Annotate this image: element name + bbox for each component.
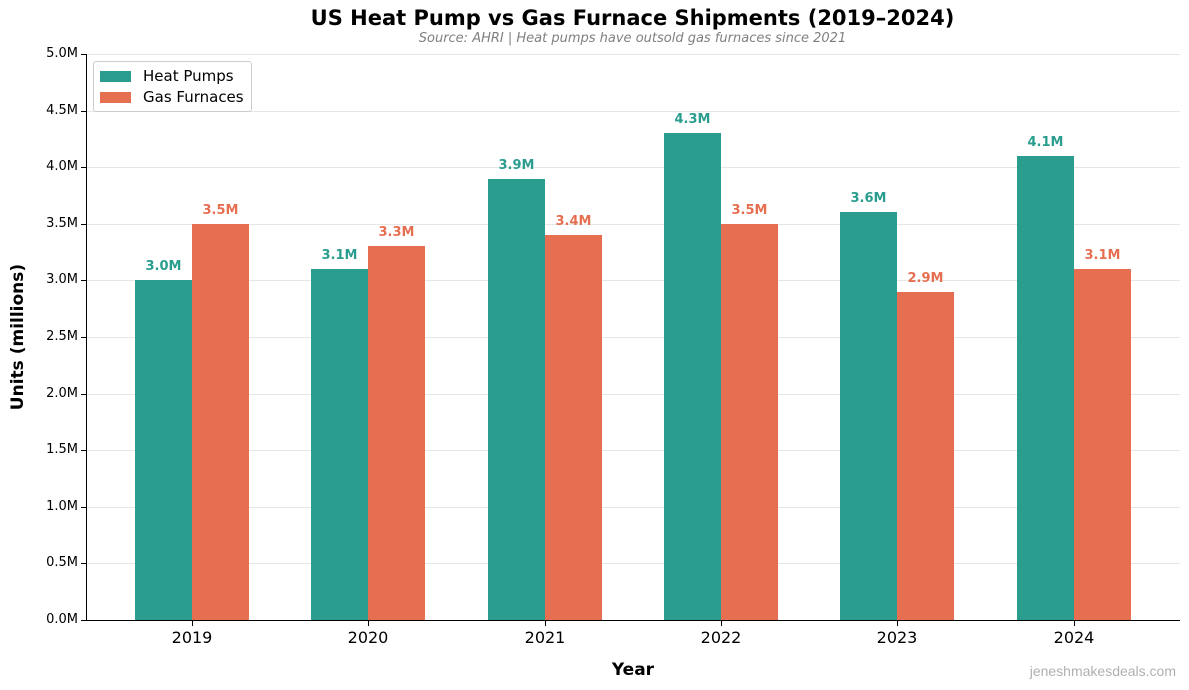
x-tick-label: 2023 [876, 628, 918, 647]
bar-value-label: 3.9M [498, 157, 535, 173]
y-tick-label: 1.5M [46, 442, 78, 458]
gridline [86, 167, 1180, 169]
heat-pumps-bar-2023 [840, 212, 897, 620]
bar-value-label: 2.9M [907, 270, 944, 286]
x-tick-label: 2019 [171, 628, 213, 647]
heat-pumps-swatch [100, 70, 131, 82]
bar-value-label: 3.4M [555, 214, 592, 230]
bar-value-label: 3.1M [1084, 248, 1121, 264]
legend-item-gas-furnaces: Gas Furnaces [100, 87, 244, 107]
y-tick-label: 2.5M [46, 329, 78, 344]
x-tick-label: 2022 [700, 628, 742, 647]
chart-title: US Heat Pump vs Gas Furnace Shipments (2… [310, 6, 955, 30]
chart-subtitle: Source: AHRI | Heat pumps have outsold g… [418, 31, 847, 46]
y-tick-mark [81, 110, 86, 112]
plot-area: 3.0M 3.5M 3.1M 3.3M 3.9M 3.4M 4.3M 3.5M 3.6M 2.9M… [86, 54, 1180, 620]
gas-furnaces-bar-2024 [1074, 269, 1131, 620]
y-tick-label: 3.5M [46, 215, 78, 231]
gas-furnaces-bar-2022 [721, 223, 778, 620]
x-tick-label: 2020 [347, 628, 389, 647]
x-tick-label: 2021 [524, 628, 566, 647]
gridline [86, 110, 1180, 112]
y-axis-line [86, 54, 87, 621]
legend-item-heat-pumps: Heat Pumps [100, 66, 234, 86]
x-tick-label: 2024 [1053, 628, 1095, 647]
y-tick-mark [81, 337, 86, 338]
legend-label: Heat Pumps [143, 67, 234, 85]
heat-pumps-bar-2024 [1017, 155, 1074, 620]
gas-furnaces-bar-2019 [192, 223, 249, 620]
legend: Heat Pumps Gas Furnaces [93, 61, 252, 112]
gridline [86, 54, 1180, 55]
gas-furnaces-bar-2020 [368, 246, 425, 620]
y-tick-mark [81, 54, 86, 55]
y-tick-label: 1.0M [46, 498, 78, 514]
bar-value-label: 3.0M [145, 259, 182, 275]
heat-pumps-bar-2021 [488, 178, 545, 620]
y-tick-label: 0.0M [46, 612, 78, 627]
y-tick-label: 4.0M [46, 159, 78, 175]
heat-pumps-bar-2022 [664, 133, 721, 620]
gas-furnaces-bar-2023 [897, 291, 954, 620]
x-tick-mark [721, 621, 722, 626]
bar-value-label: 4.3M [674, 112, 711, 128]
y-tick-label: 3.0M [46, 272, 78, 288]
watermark: jeneshmakesdeals.com [1029, 663, 1176, 679]
y-tick-mark [81, 563, 86, 565]
gas-furnaces-bar-2021 [545, 235, 602, 620]
y-tick-mark [81, 506, 86, 508]
y-tick-mark [81, 450, 86, 452]
y-tick-mark [81, 223, 86, 225]
y-tick-label: 5.0M [46, 46, 78, 61]
y-tick-mark [81, 167, 86, 169]
bar-value-label: 3.5M [731, 202, 768, 218]
bar-value-label: 3.3M [378, 225, 415, 241]
x-axis-title: Year [611, 660, 655, 680]
bar-value-label: 4.1M [1027, 134, 1064, 150]
y-tick-label: 4.5M [46, 102, 78, 118]
y-tick-mark [81, 280, 86, 282]
gas-furnaces-swatch [100, 91, 131, 103]
legend-label: Gas Furnaces [143, 88, 244, 106]
gridline [86, 450, 1180, 452]
y-tick-mark [81, 393, 86, 395]
y-tick-label: 0.5M [46, 555, 78, 571]
y-tick-label: 2.0M [46, 385, 78, 401]
x-tick-mark [545, 621, 546, 626]
gridline [86, 393, 1180, 395]
heat-pumps-bar-2019 [135, 280, 192, 620]
bar-value-label: 3.5M [202, 202, 239, 218]
x-tick-mark [192, 621, 193, 626]
bar-value-label: 3.1M [321, 248, 358, 264]
y-axis-title: Units (millions) [8, 263, 28, 411]
gridline [86, 223, 1180, 225]
x-axis-line [86, 620, 1180, 621]
bar-value-label: 3.6M [850, 191, 887, 207]
x-tick-mark [897, 621, 898, 626]
heat-pumps-bar-2020 [311, 269, 368, 620]
gridline [86, 337, 1180, 338]
gridline [86, 563, 1180, 565]
y-tick-mark [81, 620, 86, 621]
x-tick-mark [368, 621, 369, 626]
gridline [86, 280, 1180, 282]
gridline [86, 506, 1180, 508]
x-tick-mark [1074, 621, 1075, 626]
